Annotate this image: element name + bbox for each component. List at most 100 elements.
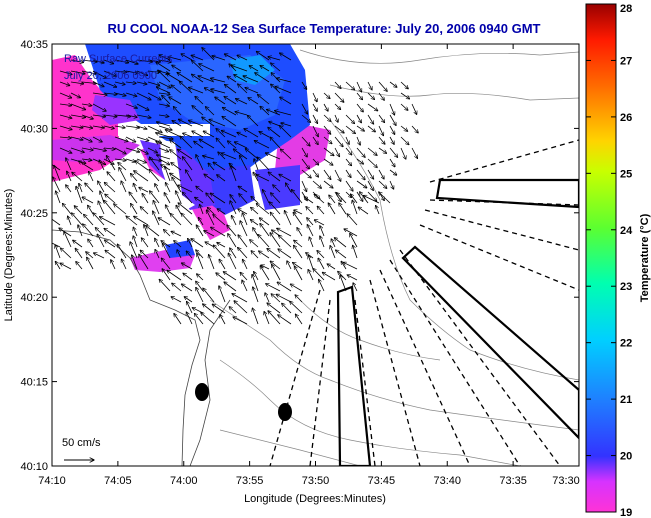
arrow-icon xyxy=(165,182,171,193)
arrow-icon xyxy=(210,78,226,83)
arrow-icon xyxy=(187,301,193,314)
arrow-icon xyxy=(290,301,303,314)
arrow-icon xyxy=(222,107,237,116)
arrow-icon xyxy=(345,114,355,124)
arrow-icon xyxy=(181,213,193,226)
arrow-icon xyxy=(212,56,226,61)
colorbar-label: Temperature (°C) xyxy=(639,213,651,302)
arrow-icon xyxy=(114,59,129,63)
arrow-icon xyxy=(92,81,104,87)
arrow-icon xyxy=(105,250,116,259)
arrow-icon xyxy=(66,158,72,171)
arrow-icon xyxy=(129,192,138,204)
arrow-icon xyxy=(191,239,204,248)
arrow-icon xyxy=(141,238,149,248)
arrow-icon xyxy=(329,195,336,204)
arrow-icon xyxy=(308,269,314,281)
arrow-icon xyxy=(103,81,117,87)
arrow-icon xyxy=(139,187,149,193)
arrow-icon xyxy=(219,259,226,270)
polygon-southeast xyxy=(401,245,579,440)
inset-line-2: July 20, 2006 0900 xyxy=(64,70,157,82)
arrow-icon xyxy=(270,212,281,226)
arrow-icon xyxy=(211,227,226,237)
arrow-icon xyxy=(196,186,204,193)
arrow-icon xyxy=(155,184,160,193)
arrow-icon xyxy=(238,247,248,259)
plot-area xyxy=(52,44,579,466)
arrow-icon xyxy=(269,122,281,127)
arrow-icon xyxy=(216,138,226,149)
arrow-icon xyxy=(196,287,204,303)
arrow-icon xyxy=(265,153,281,160)
arrow-icon xyxy=(250,240,259,248)
arrow-icon xyxy=(339,203,347,215)
arrow-icon xyxy=(356,180,367,188)
arrow-icon xyxy=(202,117,215,127)
arrow-icon xyxy=(270,193,281,204)
arrow-icon xyxy=(238,84,248,94)
arrow-icon xyxy=(76,186,83,204)
arrow-icon xyxy=(356,136,360,145)
current-vectors xyxy=(52,48,419,325)
arrow-icon xyxy=(290,284,303,292)
arrow-icon xyxy=(376,205,380,215)
arrow-icon xyxy=(260,66,270,72)
arrow-icon xyxy=(323,136,332,144)
arrow-icon xyxy=(411,103,417,114)
arrow-icon xyxy=(356,169,365,180)
arrow-icon xyxy=(88,239,94,248)
arrow-icon xyxy=(400,136,409,145)
arrow-icon xyxy=(295,295,303,303)
y-axis-label: Latitude (Degrees:Minutes) xyxy=(3,189,15,322)
arrow-icon xyxy=(158,137,173,139)
x-axis-label: Longitude (Degrees:Minutes) xyxy=(244,493,386,505)
arrow-icon xyxy=(220,315,226,325)
arrow-icon xyxy=(209,119,226,127)
arrow-icon xyxy=(217,209,226,215)
arrow-icon xyxy=(125,126,139,128)
arrow-icon xyxy=(147,81,160,85)
arrow-icon xyxy=(162,243,171,259)
arrow-icon xyxy=(294,210,303,215)
arrow-icon xyxy=(177,250,182,259)
arrow-icon xyxy=(162,95,171,105)
boundary-polygons xyxy=(336,178,579,466)
arrow-icon xyxy=(125,59,138,64)
colorbar-tick-label: 19 xyxy=(620,507,632,518)
arrow-icon xyxy=(251,196,259,204)
arrow-icon xyxy=(279,126,292,138)
arrow-icon xyxy=(285,183,292,193)
arrow-icon xyxy=(260,223,270,237)
arrow-icon xyxy=(153,211,160,226)
arrow-icon xyxy=(238,209,248,215)
arrow-icon xyxy=(345,147,352,155)
arrow-icon xyxy=(312,92,317,102)
arrow-icon xyxy=(125,92,137,96)
arrow-icon xyxy=(389,81,397,87)
arrow-icon xyxy=(356,92,363,100)
arrow-icon xyxy=(202,304,215,314)
arrow-icon xyxy=(217,175,226,182)
arrow-icon xyxy=(133,183,138,193)
arrow-icon xyxy=(87,257,94,270)
arrow-icon xyxy=(294,266,303,281)
arrow-icon xyxy=(328,203,336,215)
arrow-icon xyxy=(125,82,136,83)
arrow-icon xyxy=(301,103,308,114)
arrow-icon xyxy=(204,174,215,182)
arrow-icon xyxy=(171,163,182,171)
arrow-icon xyxy=(156,155,171,160)
arrow-icon xyxy=(85,183,94,193)
arrow-icon xyxy=(81,136,92,142)
arrow-icon xyxy=(70,126,83,128)
arrow-icon xyxy=(62,203,72,215)
arrow-icon xyxy=(284,210,292,226)
arrow-icon xyxy=(411,147,418,158)
arrow-icon xyxy=(323,103,328,111)
arrow-icon xyxy=(400,103,408,110)
arrow-icon xyxy=(114,159,126,160)
arrow-icon xyxy=(156,122,171,127)
arrow-icon xyxy=(172,177,182,193)
arrow-icon xyxy=(347,275,358,281)
